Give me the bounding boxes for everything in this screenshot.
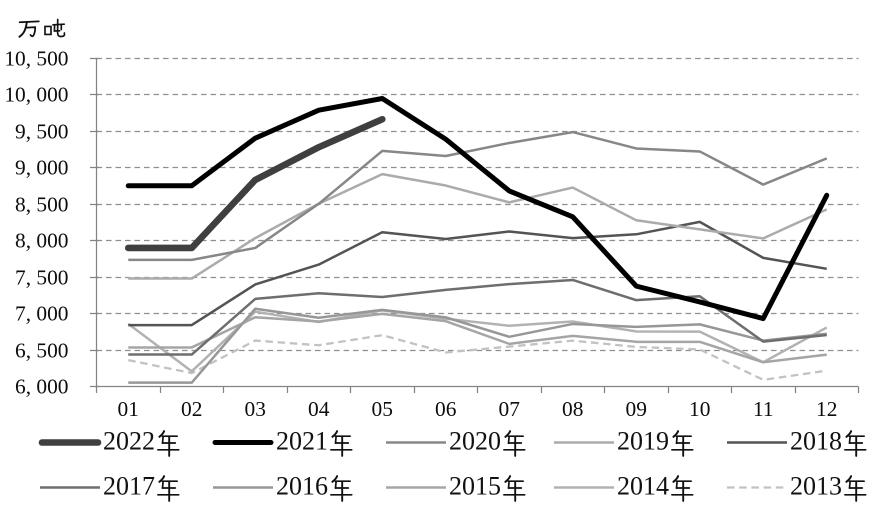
svg-text:07: 07: [499, 397, 521, 421]
svg-text:10, 000: 10, 000: [4, 83, 68, 107]
svg-text:2021: 2021: [276, 427, 328, 456]
svg-text:9, 500: 9, 500: [15, 120, 68, 144]
svg-text:2018: 2018: [790, 427, 842, 456]
svg-text:8, 500: 8, 500: [15, 193, 68, 217]
svg-text:8, 000: 8, 000: [15, 229, 68, 253]
svg-text:01: 01: [118, 397, 139, 421]
svg-text:6, 500: 6, 500: [15, 339, 68, 363]
svg-text:11: 11: [753, 397, 774, 421]
svg-text:04: 04: [308, 397, 330, 421]
svg-text:06: 06: [435, 397, 457, 421]
svg-text:2019: 2019: [617, 427, 669, 456]
svg-text:12: 12: [816, 397, 837, 421]
svg-text:7, 500: 7, 500: [15, 266, 68, 290]
svg-text:10, 500: 10, 500: [4, 47, 68, 71]
svg-text:02: 02: [181, 397, 202, 421]
svg-text:2014: 2014: [617, 472, 669, 501]
svg-text:05: 05: [372, 397, 393, 421]
svg-text:2016: 2016: [276, 472, 328, 501]
svg-text:7, 000: 7, 000: [15, 302, 68, 326]
svg-text:09: 09: [626, 397, 647, 421]
svg-text:03: 03: [245, 397, 266, 421]
svg-text:2020: 2020: [449, 427, 501, 456]
svg-text:2022: 2022: [103, 427, 155, 456]
svg-text:6, 000: 6, 000: [15, 375, 68, 399]
svg-text:2015: 2015: [449, 472, 501, 501]
svg-text:9, 000: 9, 000: [15, 156, 68, 180]
svg-text:2013: 2013: [790, 472, 842, 501]
svg-text:2017: 2017: [103, 472, 155, 501]
svg-text:10: 10: [689, 397, 710, 421]
svg-text:08: 08: [562, 397, 583, 421]
